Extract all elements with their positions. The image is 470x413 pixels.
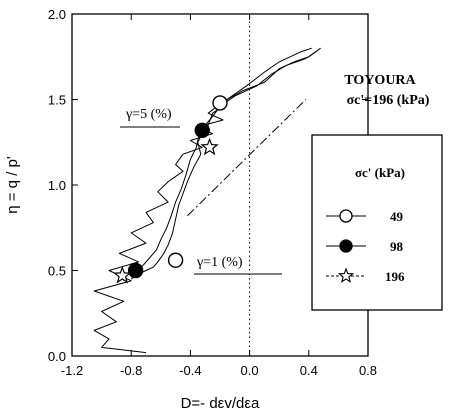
material-label: TOYOURA bbox=[344, 73, 416, 88]
marker-filled-circle bbox=[127, 262, 144, 279]
y-axis-label: η = q / p' bbox=[4, 156, 21, 214]
legend-label-98: 98 bbox=[390, 239, 404, 254]
legend-title: σc' (kPa) bbox=[355, 165, 405, 180]
strain-1-annotation: γ=1 (%) bbox=[196, 255, 243, 270]
legend: σc' (kPa) 49 98 196 bbox=[311, 134, 443, 311]
legend-marker-open-star bbox=[337, 267, 355, 283]
x-tick-label: -0.8 bbox=[120, 363, 142, 378]
y-tick-label: 0.0 bbox=[48, 349, 66, 364]
marker-filled-circle bbox=[194, 122, 210, 138]
reference-line-dash-dot bbox=[187, 99, 307, 217]
x-tick-label: 0.4 bbox=[300, 363, 318, 378]
strain-5-annotation: γ=5 (%) bbox=[125, 107, 172, 122]
legend-box bbox=[311, 134, 443, 311]
legend-label-49: 49 bbox=[390, 209, 404, 224]
x-tick-label: -1.2 bbox=[61, 363, 83, 378]
legend-marker-filled-circle bbox=[339, 239, 353, 253]
series-line-49 bbox=[130, 47, 321, 280]
marker-open-circle bbox=[212, 95, 228, 111]
y-tick-label: 1.0 bbox=[48, 178, 66, 193]
marker-open-circle bbox=[167, 252, 184, 268]
series-lines bbox=[93, 47, 321, 354]
legend-label-196: 196 bbox=[385, 269, 405, 284]
x-tick-label: -0.4 bbox=[179, 363, 201, 378]
x-axis-label: D=- dεv/dεa bbox=[181, 395, 260, 412]
tick-labels: -1.2 -0.8 -0.4 0.0 0.4 0.8 0.0 0.5 1.0 1.5 2.0 bbox=[48, 7, 377, 378]
reference-lines bbox=[187, 14, 307, 356]
marker-open-star bbox=[113, 265, 132, 284]
y-tick-label: 1.5 bbox=[48, 93, 66, 108]
marker-open-star bbox=[200, 137, 219, 156]
confining-pressure-label: σc'=196 (kPa) bbox=[347, 93, 430, 108]
y-tick-label: 0.5 bbox=[48, 264, 66, 279]
x-tick-label: 0.0 bbox=[241, 363, 259, 378]
legend-marker-open-circle bbox=[339, 209, 353, 223]
x-tick-label: 0.8 bbox=[359, 363, 377, 378]
series-line-98 bbox=[130, 51, 317, 278]
y-tick-label: 2.0 bbox=[48, 7, 66, 22]
ticks bbox=[71, 13, 369, 357]
series-markers bbox=[113, 95, 228, 284]
